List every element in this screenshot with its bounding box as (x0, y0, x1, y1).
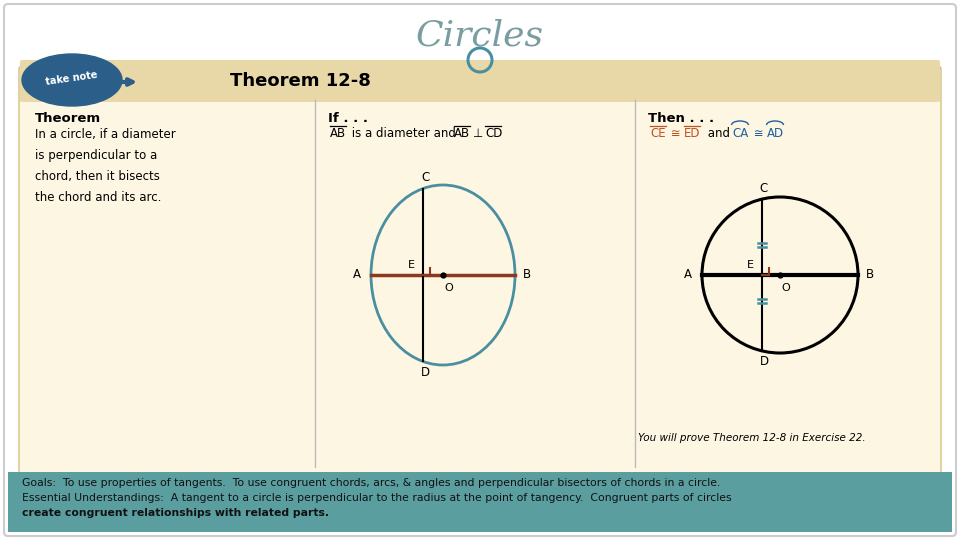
FancyBboxPatch shape (19, 66, 941, 475)
Text: E: E (407, 260, 415, 270)
Text: Theorem 12-8: Theorem 12-8 (230, 72, 371, 90)
Text: AB: AB (330, 127, 347, 140)
Text: CA: CA (732, 127, 748, 140)
Text: ED: ED (684, 127, 701, 140)
FancyBboxPatch shape (4, 4, 956, 536)
Text: O: O (781, 283, 790, 293)
Text: Theorem: Theorem (35, 112, 101, 125)
Text: take note: take note (45, 70, 99, 86)
Text: Circles: Circles (416, 18, 544, 52)
Text: If . . .: If . . . (328, 112, 368, 125)
Text: CD: CD (485, 127, 502, 140)
Text: B: B (523, 268, 531, 281)
Text: Goals:  To use properties of tangents.  To use congruent chords, arcs, & angles : Goals: To use properties of tangents. To… (22, 478, 720, 488)
Text: In a circle, if a diameter
is perpendicular to a
chord, then it bisects
the chor: In a circle, if a diameter is perpendicu… (35, 128, 176, 204)
Text: is a diameter and: is a diameter and (348, 127, 460, 140)
Text: A: A (684, 268, 692, 281)
Ellipse shape (22, 54, 122, 106)
Text: O: O (444, 283, 453, 293)
Text: ≅: ≅ (667, 127, 684, 140)
Text: B: B (866, 268, 874, 281)
Bar (22, 80, 938, 100)
Text: D: D (759, 355, 769, 368)
Text: E: E (747, 260, 754, 270)
Text: A: A (353, 268, 361, 281)
Text: C: C (760, 181, 768, 194)
Text: ≅: ≅ (750, 127, 767, 140)
Bar (8, 472, 952, 532)
Text: Essential Understandings:  A tangent to a circle is perpendicular to the radius : Essential Understandings: A tangent to a… (22, 493, 732, 503)
Text: and: and (704, 127, 733, 140)
Text: ⊥: ⊥ (473, 127, 483, 140)
Text: CE: CE (650, 127, 665, 140)
Text: AD: AD (767, 127, 784, 140)
Text: Then . . .: Then . . . (648, 112, 714, 125)
Text: D: D (420, 366, 429, 379)
Text: C: C (420, 171, 429, 184)
Text: AB: AB (454, 127, 470, 140)
Text: create congruent relationships with related parts.: create congruent relationships with rela… (22, 508, 329, 518)
Text: You will prove Theorem 12-8 in Exercise 22.: You will prove Theorem 12-8 in Exercise … (638, 433, 866, 443)
FancyBboxPatch shape (20, 60, 940, 102)
